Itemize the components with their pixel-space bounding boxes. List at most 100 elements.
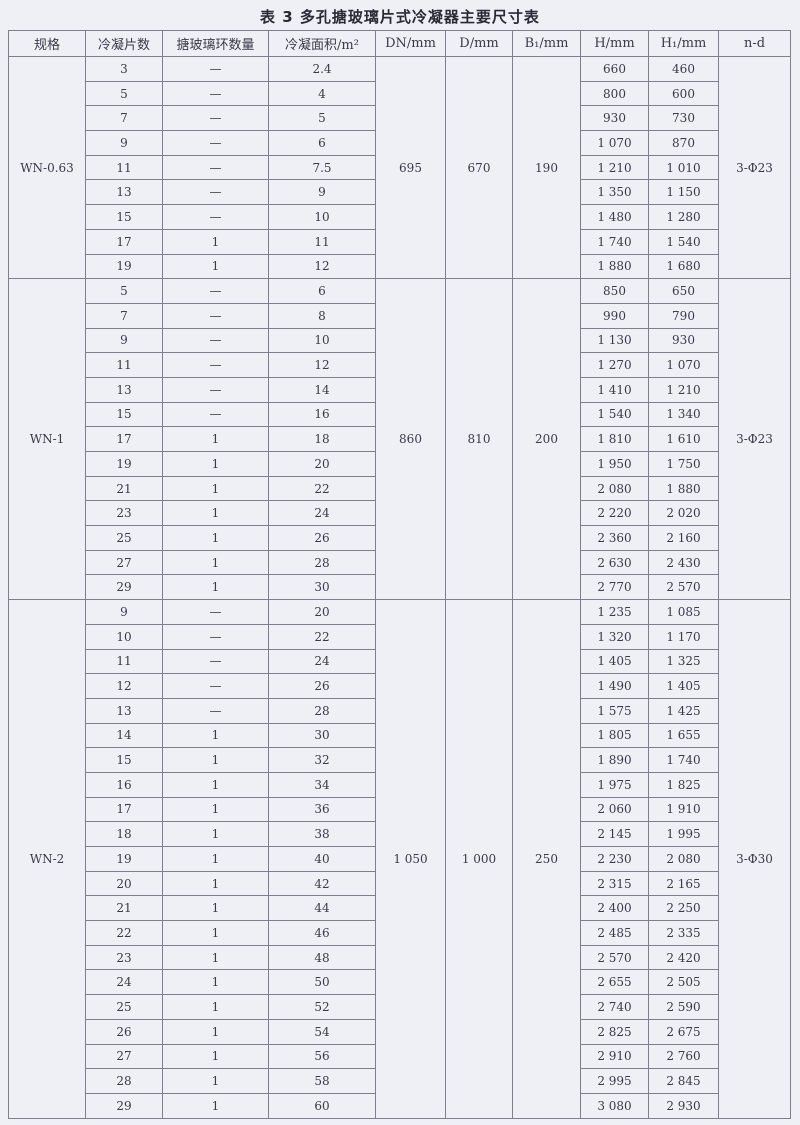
h1-cell: 1 655 — [648, 722, 719, 749]
plate-count-cell: 29 — [85, 1092, 163, 1119]
h-cell: 1 270 — [580, 352, 649, 378]
d-cell: 1 000 — [445, 599, 513, 1119]
table-row: 15—16 1 540 1 340 — [9, 401, 791, 428]
h-cell: 2 740 — [580, 994, 649, 1020]
condensing-area-cell: 42 — [268, 870, 376, 897]
condensing-area-cell: 22 — [268, 475, 376, 502]
glass-ring-count-cell: — — [162, 204, 269, 230]
table-row: 29 1 30 2 770 2 570 — [9, 574, 791, 601]
plate-count-cell: 5 — [85, 278, 163, 304]
h-cell: 2 630 — [580, 549, 649, 576]
h-cell: 1 975 — [580, 771, 649, 798]
condensing-area-cell: 30 — [268, 574, 376, 601]
plate-count-cell: 13 — [85, 179, 163, 206]
condensing-area-cell: 7.5 — [268, 154, 376, 181]
h1-cell: 1 425 — [648, 697, 719, 724]
glass-ring-count-cell: 1 — [162, 475, 269, 502]
h1-cell: 1 280 — [648, 204, 719, 230]
h-cell: 1 350 — [580, 179, 649, 206]
plate-count-cell: 17 — [85, 796, 163, 823]
condensing-area-cell: 30 — [268, 722, 376, 749]
h1-cell: 1 740 — [648, 747, 719, 773]
h1-cell: 1 910 — [648, 796, 719, 823]
glass-ring-count-cell: 1 — [162, 451, 269, 477]
h1-cell: 930 — [648, 327, 719, 354]
h1-cell: 1 340 — [648, 401, 719, 428]
header-h: H/mm — [580, 30, 649, 57]
plate-count-cell: 28 — [85, 1068, 163, 1094]
spec-cell: WN-0.63 — [8, 55, 86, 280]
plate-count-cell: 9 — [85, 599, 163, 625]
table-row: 16 1 34 1 975 1 825 — [9, 771, 791, 798]
table-row: 12—26 1 490 1 405 — [9, 673, 791, 699]
plate-count-cell: 17 — [85, 228, 163, 255]
plate-count-cell: 19 — [85, 846, 163, 872]
h-cell: 1 480 — [580, 204, 649, 230]
plate-count-cell: 3 — [85, 56, 163, 82]
condensing-area-cell: 48 — [268, 944, 376, 971]
h1-cell: 2 760 — [648, 1043, 719, 1070]
condensing-area-cell: 2.4 — [268, 56, 376, 82]
glass-ring-count-cell: — — [162, 697, 269, 724]
h1-cell: 1 210 — [648, 376, 719, 403]
condensing-area-cell: 22 — [268, 623, 376, 650]
glass-ring-count-cell: 1 — [162, 895, 269, 922]
condensing-area-cell: 24 — [268, 648, 376, 675]
h-cell: 1 880 — [580, 253, 649, 280]
condensing-area-cell: 26 — [268, 525, 376, 551]
plate-count-cell: 16 — [85, 771, 163, 798]
condensing-area-cell: 40 — [268, 846, 376, 872]
h1-cell: 1 680 — [648, 253, 719, 280]
condensing-area-cell: 9 — [268, 179, 376, 206]
plate-count-cell: 9 — [85, 327, 163, 354]
h-cell: 1 540 — [580, 401, 649, 428]
h1-cell: 2 160 — [648, 525, 719, 551]
plate-count-cell: 19 — [85, 451, 163, 477]
table-row: 15 1 32 1 890 1 740 — [9, 747, 791, 773]
h1-cell: 1 150 — [648, 179, 719, 206]
plate-count-cell: 29 — [85, 574, 163, 601]
condensing-area-cell: 10 — [268, 327, 376, 354]
h1-cell: 2 335 — [648, 920, 719, 946]
h-cell: 2 910 — [580, 1043, 649, 1070]
h1-cell: 2 845 — [648, 1068, 719, 1094]
condensing-area-cell: 54 — [268, 1018, 376, 1045]
condensing-area-cell: 12 — [268, 253, 376, 280]
h-cell: 1 890 — [580, 747, 649, 773]
h-cell: 850 — [580, 278, 649, 304]
glass-ring-count-cell: 1 — [162, 747, 269, 773]
plate-count-cell: 11 — [85, 352, 163, 378]
glass-ring-count-cell: — — [162, 179, 269, 206]
plate-count-cell: 5 — [85, 80, 163, 107]
condensing-area-cell: 34 — [268, 771, 376, 798]
glass-ring-count-cell: 1 — [162, 994, 269, 1020]
h-cell: 2 995 — [580, 1068, 649, 1094]
condensing-area-cell: 14 — [268, 376, 376, 403]
header-plate-count: 冷凝片数 — [85, 30, 163, 57]
h-cell: 1 805 — [580, 722, 649, 749]
glass-ring-count-cell: 1 — [162, 1043, 269, 1070]
plate-count-cell: 26 — [85, 1018, 163, 1045]
glass-ring-count-cell: 1 — [162, 549, 269, 576]
condensing-area-cell: 58 — [268, 1068, 376, 1094]
table-row: 26 1 54 2 825 2 675 — [9, 1018, 791, 1045]
plate-count-cell: 27 — [85, 1043, 163, 1070]
glass-ring-count-cell: — — [162, 352, 269, 378]
plate-count-cell: 19 — [85, 253, 163, 280]
d-cell: 670 — [445, 55, 513, 280]
glass-ring-count-cell: — — [162, 599, 269, 625]
n-d-cell: 3-Φ23 — [718, 278, 791, 601]
table-row: 13—28 1 575 1 425 — [9, 697, 791, 724]
header-row: 规格 冷凝片数 搪玻璃环数量 冷凝面积/m² DN/mm D/mm B₁/mm H/mm H₁/… — [8, 30, 791, 57]
h1-cell: 2 420 — [648, 944, 719, 971]
h-cell: 800 — [580, 80, 649, 107]
header-condensing-area: 冷凝面积/m² — [268, 30, 376, 57]
condensing-area-cell: 44 — [268, 895, 376, 922]
plate-count-cell: 13 — [85, 376, 163, 403]
h-cell: 1 320 — [580, 623, 649, 650]
glass-ring-count-cell: 1 — [162, 722, 269, 749]
header-n-d: n-d — [718, 30, 791, 57]
h1-cell: 1 750 — [648, 451, 719, 477]
glass-ring-count-cell: 1 — [162, 920, 269, 946]
h-cell: 1 575 — [580, 697, 649, 724]
